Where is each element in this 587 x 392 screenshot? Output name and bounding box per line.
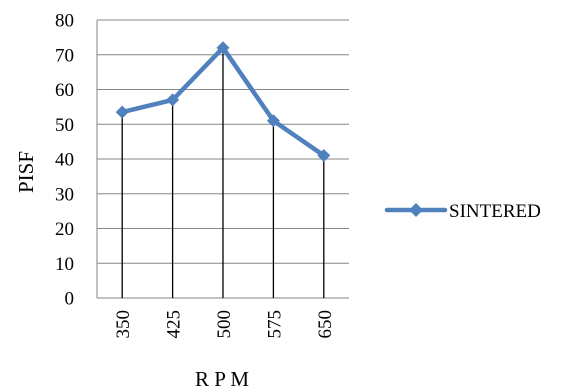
x-tick-label: 500 bbox=[214, 310, 235, 339]
y-tick-label: 40 bbox=[55, 150, 74, 171]
y-tick-label: 0 bbox=[65, 289, 75, 310]
y-tick-label: 80 bbox=[55, 11, 74, 32]
legend: SINTERED bbox=[384, 201, 541, 222]
y-tick-label: 10 bbox=[55, 254, 74, 275]
data-point-marker bbox=[216, 41, 230, 55]
y-tick-label: 60 bbox=[55, 80, 74, 101]
y-tick-label: 30 bbox=[55, 184, 74, 205]
drop-lines bbox=[121, 47, 325, 298]
data-point-marker bbox=[317, 149, 331, 163]
y-tick-label: 70 bbox=[55, 45, 74, 66]
y-tick-labels: 0 10 20 30 40 50 60 70 80 bbox=[55, 11, 74, 310]
x-tick-labels: 350 425 500 575 650 bbox=[113, 310, 336, 339]
y-tick-label: 50 bbox=[55, 115, 74, 136]
legend-marker-diamond-icon bbox=[409, 203, 423, 217]
data-point-marker bbox=[166, 93, 180, 107]
data-point-marker bbox=[115, 105, 129, 119]
x-tick-label: 650 bbox=[315, 310, 336, 339]
x-axis-title: R P M bbox=[195, 367, 249, 391]
data-point-marker bbox=[266, 114, 280, 128]
x-tick-label: 575 bbox=[264, 310, 285, 339]
x-tick-label: 425 bbox=[164, 310, 185, 339]
series-layer bbox=[115, 41, 331, 163]
y-axis-title: PISF bbox=[14, 151, 38, 193]
x-tick-label: 350 bbox=[113, 310, 134, 339]
legend-entry-label: SINTERED bbox=[449, 201, 541, 222]
y-tick-label: 20 bbox=[55, 219, 74, 240]
